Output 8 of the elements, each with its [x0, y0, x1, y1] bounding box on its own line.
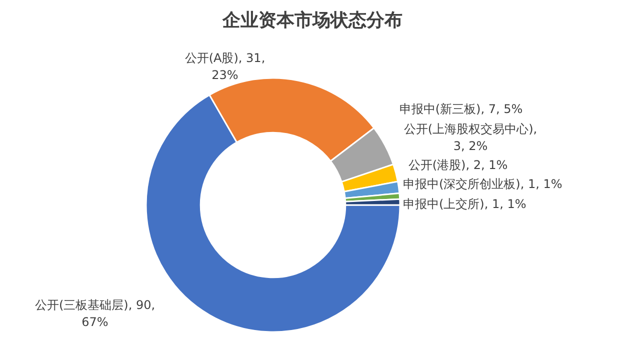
slice-label: 申报中(新三板), 7, 5%	[398, 101, 524, 118]
slice-label: 公开(三板基础层), 90, 67%	[34, 297, 156, 331]
slice-label: 申报中(深交所创业板), 1, 1%	[403, 176, 564, 193]
chart-title: 企业资本市场状态分布	[221, 9, 404, 32]
slice-label: 公开(港股), 2, 1%	[407, 157, 509, 174]
slice-label: 申报中(上交所), 1, 1%	[403, 196, 528, 213]
slice-label: 公开(A股), 31, 23%	[184, 50, 266, 84]
slice-label: 公开(上海股权交易中心), 3, 2%	[402, 121, 538, 155]
